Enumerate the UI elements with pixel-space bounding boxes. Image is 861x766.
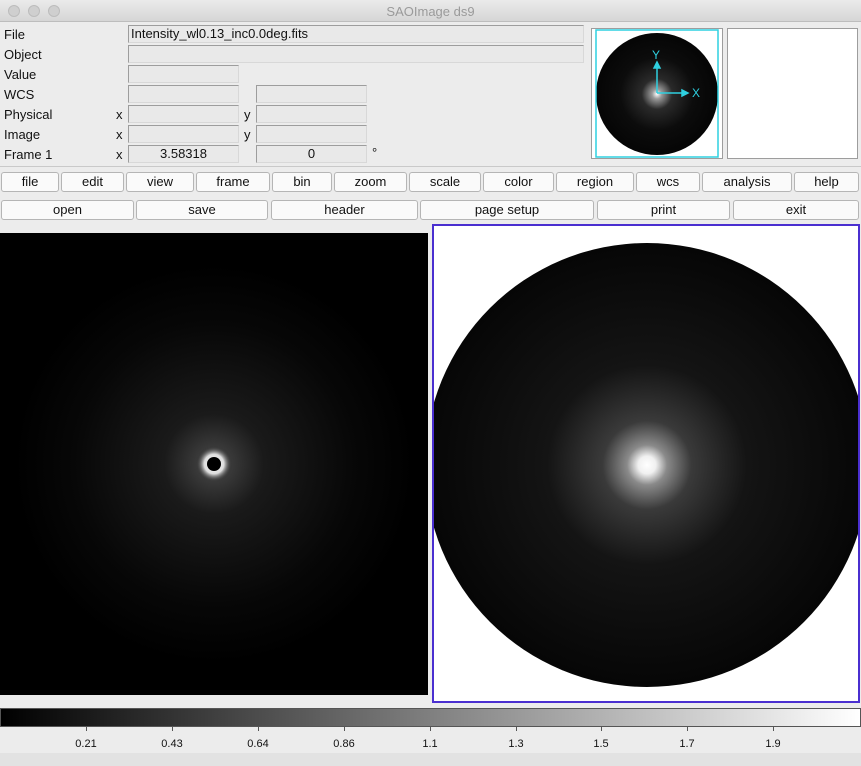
colorbar[interactable]: [0, 708, 861, 727]
menu-bin-button[interactable]: bin: [272, 172, 332, 192]
menu-region-button[interactable]: region: [556, 172, 634, 192]
menu-color-button[interactable]: color: [483, 172, 554, 192]
colorbar-tick-label: 1.3: [508, 738, 524, 750]
menu-edit-button[interactable]: edit: [61, 172, 124, 192]
print-button[interactable]: print: [597, 200, 730, 220]
image-label: Image: [4, 127, 41, 142]
frame-y-field: 0: [256, 145, 367, 163]
window-bottom-edge: [0, 753, 861, 766]
close-window-button[interactable]: [8, 5, 20, 17]
colorbar-tick-label: 0.43: [161, 738, 183, 750]
colorbar-tick-mark: [430, 727, 431, 731]
colorbar-tick-mark: [687, 727, 688, 731]
colorbar-tick-mark: [773, 727, 774, 731]
degree-symbol: °: [372, 145, 378, 160]
menu-file-button[interactable]: file: [1, 172, 59, 192]
wcs-y-field: [256, 85, 367, 103]
wcs-x-field: [128, 85, 239, 103]
right-frame-canvas: [434, 243, 858, 687]
physical-label: Physical: [4, 107, 53, 122]
colorbar-tick-label: 0.86: [333, 738, 355, 750]
image-x-field: [128, 125, 239, 143]
physical-x-axis-label: x: [116, 107, 123, 122]
menu-view-button[interactable]: view: [126, 172, 194, 192]
colorbar-tick-label: 0.64: [247, 738, 269, 750]
colorbar-tick-mark: [516, 727, 517, 731]
object-field: [128, 45, 584, 63]
file-field: Intensity_wl0.13_inc0.0deg.fits: [128, 25, 584, 43]
menu-scale-button[interactable]: scale: [409, 172, 481, 192]
frame-image-right-active[interactable]: [432, 224, 860, 703]
colorbar-tick-mark: [86, 727, 87, 731]
frame-x-field: 3.58318: [128, 145, 239, 163]
save-button[interactable]: save: [136, 200, 268, 220]
window-title: SAOImage ds9: [386, 4, 475, 19]
page-setup-button[interactable]: page setup: [420, 200, 594, 220]
header-button[interactable]: header: [271, 200, 418, 220]
left-frame-canvas: [14, 264, 414, 664]
panner[interactable]: Y X: [591, 28, 723, 159]
right-disk: [434, 243, 858, 687]
physical-x-field: [128, 105, 239, 123]
compass-icon: [652, 60, 690, 98]
compass-x-label: X: [692, 86, 700, 100]
menu-help-button[interactable]: help: [794, 172, 859, 192]
panner-view-box[interactable]: [595, 29, 719, 158]
colorbar-tick-mark: [258, 727, 259, 731]
open-button[interactable]: open: [1, 200, 134, 220]
colorbar-tick-mark: [601, 727, 602, 731]
image-y-field: [256, 125, 367, 143]
file-label: File: [4, 27, 25, 42]
colorbar-tick-label: 1.1: [422, 738, 438, 750]
wcs-label: WCS: [4, 87, 35, 102]
colorbar-tick-label: 1.9: [765, 738, 781, 750]
frame-image-left[interactable]: [0, 233, 428, 695]
frame-x-axis-label: x: [116, 147, 123, 162]
value-label: Value: [4, 67, 37, 82]
menu-wcs-button[interactable]: wcs: [636, 172, 700, 192]
left-dark-core: [207, 457, 221, 471]
menu-frame-button[interactable]: frame: [196, 172, 270, 192]
divider: [0, 166, 861, 167]
colorbar-tick-label: 1.5: [593, 738, 609, 750]
colorbar-tick-mark: [344, 727, 345, 731]
compass-y-label: Y: [652, 48, 660, 62]
magnifier: [727, 28, 858, 159]
value-field: [128, 65, 239, 83]
colorbar-tick-mark: [172, 727, 173, 731]
menu-analysis-button[interactable]: analysis: [702, 172, 792, 192]
panner-thumbnail: Y X: [595, 29, 719, 158]
object-label: Object: [4, 47, 42, 62]
title-bar: SAOImage ds9: [0, 0, 861, 22]
minimize-window-button[interactable]: [28, 5, 40, 17]
colorbar-tick-label: 0.21: [75, 738, 97, 750]
image-x-axis-label: x: [116, 127, 123, 142]
panner-disk: [596, 33, 718, 155]
exit-button[interactable]: exit: [733, 200, 859, 220]
image-y-axis-label: y: [244, 127, 251, 142]
physical-y-field: [256, 105, 367, 123]
colorbar-tick-label: 1.7: [679, 738, 695, 750]
physical-y-axis-label: y: [244, 107, 251, 122]
zoom-window-button[interactable]: [48, 5, 60, 17]
frame-label: Frame 1: [4, 147, 53, 162]
menu-zoom-button[interactable]: zoom: [334, 172, 407, 192]
